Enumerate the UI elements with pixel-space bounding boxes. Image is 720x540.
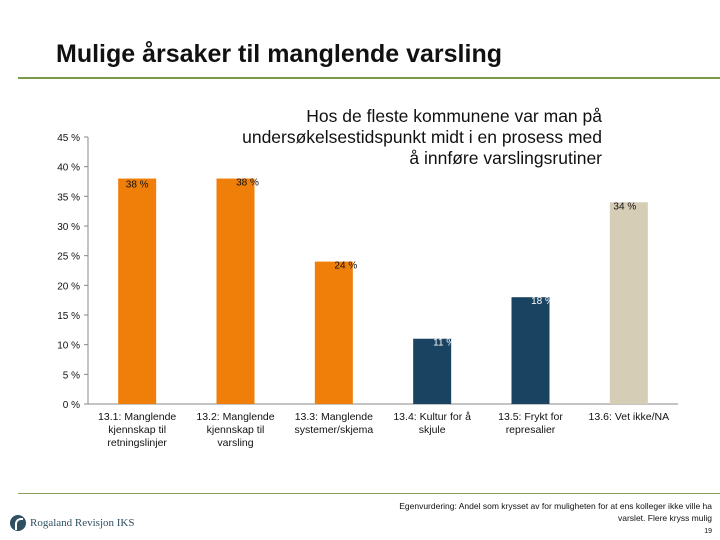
y-tick-label: 40 % xyxy=(57,163,80,174)
bar xyxy=(118,178,157,404)
y-tick-label: 35 % xyxy=(57,192,80,203)
bar xyxy=(314,261,353,404)
logo-icon xyxy=(10,515,26,531)
y-tick-label: 20 % xyxy=(57,281,80,292)
y-tick-label: 0 % xyxy=(63,400,80,411)
x-tick-label: kjennskap til xyxy=(108,424,166,436)
bar xyxy=(609,202,648,404)
data-label: 38 % xyxy=(126,180,149,191)
y-tick-label: 15 % xyxy=(57,311,80,322)
x-tick-label: kjennskap til xyxy=(207,424,265,436)
y-tick-label: 45 % xyxy=(57,133,80,144)
x-tick-label: 13.4: Kultur for å xyxy=(393,411,471,423)
data-label: 11 % xyxy=(433,338,455,349)
data-label: 18 % xyxy=(531,296,554,307)
x-tick-label: 13.3: Manglende xyxy=(295,411,373,423)
footnote: Egenvurdering: Andel som krysset av for … xyxy=(399,501,712,523)
logo-text: Rogaland Revisjon IKS xyxy=(30,517,135,529)
x-tick-label: 13.2: Manglende xyxy=(196,411,274,423)
data-label: 38 % xyxy=(236,178,259,189)
footer-divider xyxy=(18,493,720,494)
x-tick-label: 13.5: Frykt for xyxy=(498,411,563,423)
slide-title: Mulige årsaker til manglende varsling xyxy=(56,40,502,68)
x-tick-label: systemer/skjema xyxy=(294,424,373,436)
x-tick-label: 13.6: Vet ikke/NA xyxy=(589,411,670,423)
bar xyxy=(216,178,255,404)
logo: Rogaland Revisjon IKS xyxy=(10,515,135,531)
x-tick-label: 13.1: Manglende xyxy=(98,411,176,423)
title-divider xyxy=(18,77,720,79)
y-tick-label: 10 % xyxy=(57,341,80,352)
x-tick-label: skjule xyxy=(419,424,446,436)
x-tick-label: represalier xyxy=(506,424,556,436)
x-tick-label: varsling xyxy=(217,437,253,449)
chart-annotation: Hos de fleste kommunene var man på under… xyxy=(242,106,602,168)
data-label: 24 % xyxy=(334,261,357,272)
page-number: 19 xyxy=(704,528,712,535)
x-tick-label: retningslinjer xyxy=(107,437,167,449)
data-label: 34 % xyxy=(613,201,636,212)
y-tick-label: 30 % xyxy=(57,222,80,233)
y-tick-label: 5 % xyxy=(63,370,80,381)
bar xyxy=(511,297,550,404)
y-tick-label: 25 % xyxy=(57,252,80,263)
bar xyxy=(413,338,452,404)
